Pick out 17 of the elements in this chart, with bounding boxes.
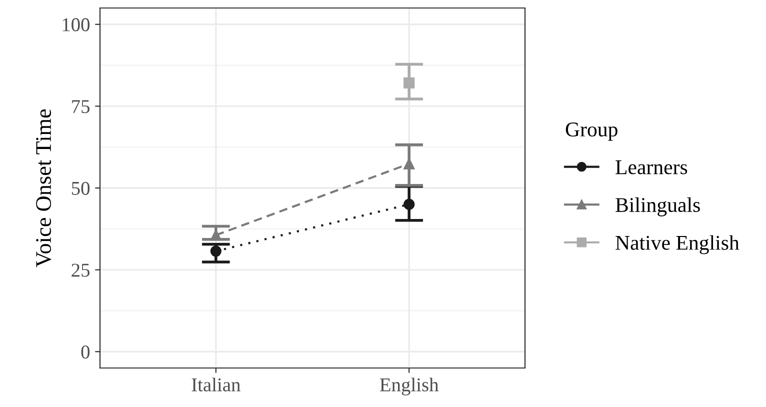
y-tick-label: 50: [72, 182, 90, 195]
x-tick-label: English: [380, 378, 439, 396]
legend-label: Native English: [616, 235, 740, 254]
point: [404, 198, 415, 210]
y-tick-label: 25: [72, 264, 90, 277]
y-axis-title: Voice Onset Time: [36, 109, 52, 268]
legend-title: Group: [566, 122, 618, 141]
point: [404, 158, 415, 170]
point: [210, 230, 222, 241]
x-tick-label: Italian: [192, 378, 240, 392]
point: [404, 77, 415, 88]
legend-label: Learners: [616, 160, 688, 174]
y-tick-label: 75: [72, 100, 90, 114]
y-tick-label: 100: [62, 18, 90, 32]
legend-label: Bilinguals: [616, 197, 700, 216]
point: [210, 246, 222, 257]
y-tick-label: 0: [81, 345, 90, 359]
